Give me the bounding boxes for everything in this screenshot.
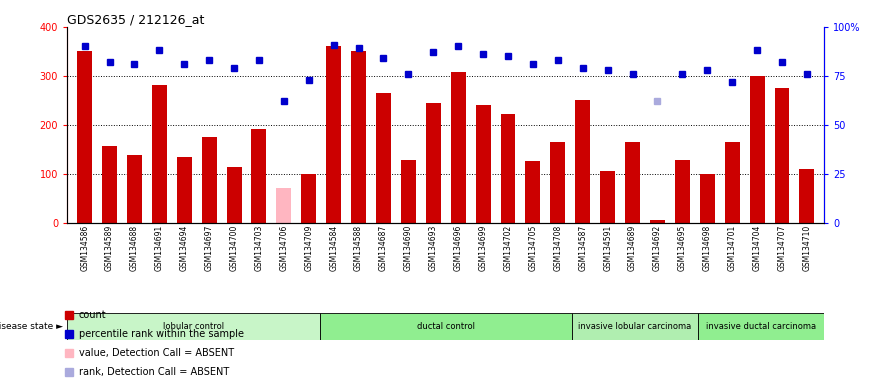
Text: GSM134689: GSM134689 — [628, 225, 637, 271]
Text: GSM134690: GSM134690 — [404, 225, 413, 271]
Bar — [725, 142, 739, 223]
Text: GSM134708: GSM134708 — [554, 225, 563, 271]
Bar — [77, 51, 92, 223]
Text: GSM134702: GSM134702 — [504, 225, 513, 271]
Bar — [476, 105, 491, 223]
Text: disease state ►: disease state ► — [0, 322, 63, 331]
Bar — [650, 220, 665, 223]
Text: GSM134710: GSM134710 — [803, 225, 812, 271]
Bar — [202, 137, 217, 223]
Text: invasive ductal carcinoma: invasive ductal carcinoma — [706, 322, 816, 331]
Text: GSM134693: GSM134693 — [429, 225, 438, 271]
Text: GSM134694: GSM134694 — [180, 225, 189, 271]
Text: GSM134706: GSM134706 — [280, 225, 289, 271]
Text: count: count — [79, 310, 107, 320]
Text: value, Detection Call = ABSENT: value, Detection Call = ABSENT — [79, 348, 234, 358]
Bar — [177, 157, 192, 223]
Text: GSM134589: GSM134589 — [105, 225, 114, 271]
Text: GSM134704: GSM134704 — [753, 225, 762, 271]
Text: GSM134707: GSM134707 — [778, 225, 787, 271]
Bar — [700, 174, 715, 223]
Text: GSM134692: GSM134692 — [653, 225, 662, 271]
Text: lobular control: lobular control — [163, 322, 224, 331]
Text: percentile rank within the sample: percentile rank within the sample — [79, 329, 244, 339]
Text: rank, Detection Call = ABSENT: rank, Detection Call = ABSENT — [79, 367, 228, 377]
Bar — [301, 174, 316, 223]
Text: GSM134695: GSM134695 — [678, 225, 687, 271]
Bar — [276, 189, 291, 223]
Bar — [426, 103, 441, 223]
Text: GSM134699: GSM134699 — [478, 225, 487, 271]
Text: GSM134687: GSM134687 — [379, 225, 388, 271]
Bar — [550, 142, 565, 223]
Bar — [575, 100, 590, 223]
Bar — [326, 46, 341, 223]
Bar — [451, 72, 466, 223]
Bar — [127, 155, 142, 223]
Bar — [774, 88, 789, 223]
Bar — [600, 171, 616, 223]
Text: GSM134587: GSM134587 — [578, 225, 587, 271]
Bar — [376, 93, 391, 223]
Text: GSM134698: GSM134698 — [702, 225, 711, 271]
Text: GSM134697: GSM134697 — [204, 225, 213, 271]
Bar — [227, 167, 242, 223]
Bar — [675, 160, 690, 223]
Text: GSM134584: GSM134584 — [329, 225, 338, 271]
Bar — [750, 76, 764, 223]
Text: GSM134691: GSM134691 — [155, 225, 164, 271]
Text: GSM134709: GSM134709 — [305, 225, 314, 271]
Text: GSM134696: GSM134696 — [453, 225, 462, 271]
Text: GSM134700: GSM134700 — [229, 225, 238, 271]
Bar — [152, 85, 167, 223]
Bar — [401, 160, 416, 223]
Text: GSM134586: GSM134586 — [80, 225, 89, 271]
Bar — [799, 169, 814, 223]
Bar — [525, 161, 540, 223]
Bar — [698, 313, 824, 340]
Text: GSM134588: GSM134588 — [354, 225, 363, 271]
Text: GSM134705: GSM134705 — [529, 225, 538, 271]
Bar — [320, 313, 572, 340]
Text: ductal control: ductal control — [417, 322, 475, 331]
Bar — [351, 51, 366, 223]
Text: GSM134701: GSM134701 — [728, 225, 737, 271]
Text: GSM134688: GSM134688 — [130, 225, 139, 271]
Text: GDS2635 / 212126_at: GDS2635 / 212126_at — [67, 13, 204, 26]
Text: GSM134703: GSM134703 — [254, 225, 263, 271]
Text: GSM134591: GSM134591 — [603, 225, 612, 271]
Bar — [102, 146, 117, 223]
Bar — [501, 114, 515, 223]
Bar — [625, 142, 640, 223]
Bar — [572, 313, 698, 340]
Bar — [67, 313, 320, 340]
Bar — [252, 129, 266, 223]
Text: invasive lobular carcinoma: invasive lobular carcinoma — [579, 322, 692, 331]
